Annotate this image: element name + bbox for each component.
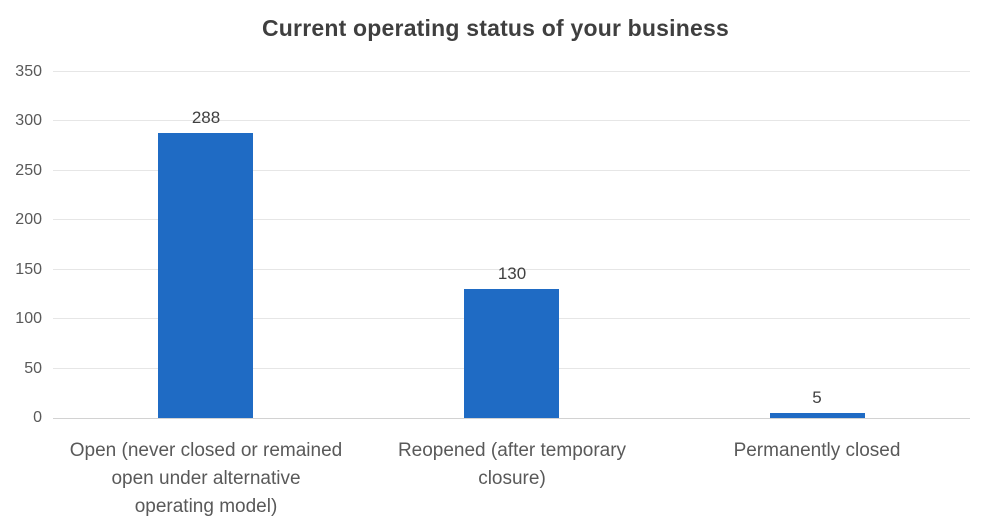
bar (464, 289, 559, 418)
category-label: Reopened (after temporary closure) (397, 440, 627, 489)
category-label: Permanently closed (733, 440, 901, 461)
y-tick-label: 150 (15, 261, 42, 278)
y-tick-label: 100 (15, 310, 42, 327)
bar (158, 133, 253, 418)
bar-value-label: 288 (191, 108, 221, 127)
y-tick-label: 300 (15, 112, 42, 129)
plot-area: 288 130 5 (53, 71, 970, 419)
gridline (53, 418, 970, 419)
gridline (53, 170, 970, 171)
y-tick-label: 250 (15, 162, 42, 179)
y-tick-label: 50 (24, 360, 42, 377)
chart-title: Current operating status of your busines… (262, 15, 729, 41)
y-tick-label: 200 (15, 211, 42, 228)
bar-value-label: 130 (497, 264, 527, 283)
gridline (53, 120, 970, 121)
y-tick-label: 350 (15, 63, 42, 80)
gridline (53, 269, 970, 270)
gridline (53, 71, 970, 72)
gridline (53, 219, 970, 220)
bar (770, 413, 865, 418)
category-label: Open (never closed or remained open unde… (69, 440, 343, 517)
bar-value-label: 5 (812, 388, 822, 407)
y-tick-label: 0 (33, 409, 42, 426)
